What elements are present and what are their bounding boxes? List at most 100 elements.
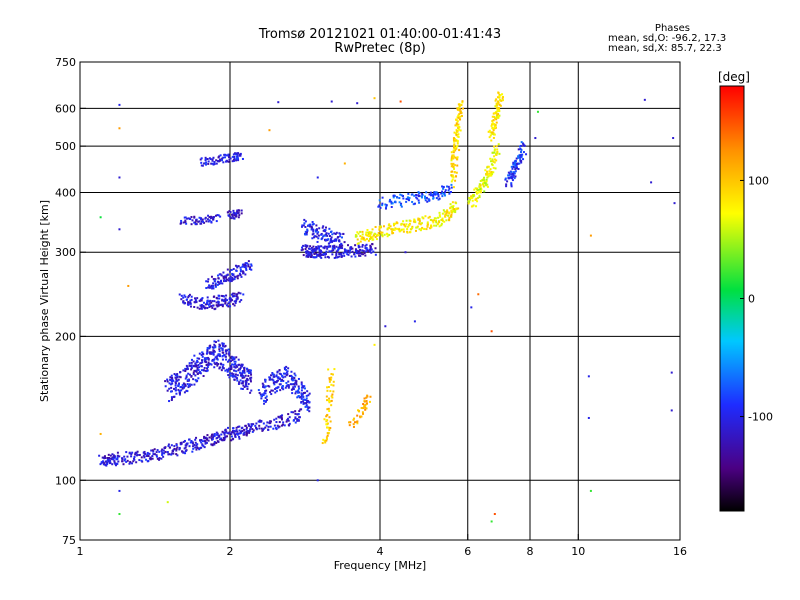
- echo-point: [192, 360, 195, 363]
- echo-point: [306, 390, 309, 393]
- echo-point: [365, 396, 368, 399]
- echo-point: [287, 380, 290, 383]
- echo-point: [213, 279, 216, 282]
- echo-point: [326, 386, 329, 389]
- echo-point: [340, 253, 343, 256]
- echo-point: [329, 230, 332, 233]
- echo-point: [181, 384, 184, 387]
- echo-point: [228, 156, 231, 159]
- echo-point: [501, 93, 504, 96]
- echo-point: [361, 230, 364, 233]
- echo-point: [235, 426, 238, 429]
- echo-point: [398, 230, 401, 233]
- echo-point: [196, 443, 199, 446]
- echo-point: [438, 225, 441, 228]
- echo-point: [234, 360, 237, 363]
- echo-point: [195, 436, 198, 439]
- echo-point: [173, 373, 176, 376]
- echo-point: [260, 427, 263, 430]
- echo-point: [318, 227, 321, 230]
- echo-point: [456, 145, 459, 148]
- echo-point: [378, 199, 381, 202]
- echo-point: [213, 340, 216, 343]
- echo-point: [221, 298, 224, 301]
- echo-point: [312, 232, 315, 235]
- echo-point: [306, 408, 309, 411]
- echo-point: [357, 409, 360, 412]
- echo-point: [277, 426, 280, 429]
- echo-point: [218, 350, 221, 353]
- echo-point: [332, 380, 335, 383]
- echo-point: [232, 158, 235, 161]
- echo-point: [249, 369, 252, 372]
- echo-point: [217, 353, 220, 356]
- echo-point: [230, 360, 233, 363]
- echo-point: [312, 245, 315, 248]
- echo-point: [126, 455, 129, 458]
- echo-point: [362, 412, 365, 415]
- echo-point: [333, 247, 336, 250]
- echo-point: [374, 247, 377, 250]
- echo-point: [221, 157, 224, 160]
- echo-point: [211, 287, 214, 290]
- echo-point: [248, 424, 251, 427]
- echo-point: [274, 391, 277, 394]
- echo-point: [338, 232, 341, 235]
- echo-point: [289, 383, 292, 386]
- echo-point: [306, 405, 309, 408]
- echo-point: [317, 245, 320, 248]
- echo-point: [227, 305, 230, 308]
- echo-point: [332, 249, 335, 252]
- echo-point: [303, 391, 306, 394]
- echo-point: [517, 148, 520, 151]
- echo-point: [228, 210, 231, 213]
- echo-point: [184, 221, 187, 224]
- echo-point: [431, 219, 434, 222]
- echo-point: [268, 376, 271, 379]
- echo-point: [458, 128, 461, 131]
- echo-point: [174, 389, 177, 392]
- echo-point: [494, 126, 497, 129]
- echo-point: [511, 167, 514, 170]
- echo-point: [152, 450, 155, 453]
- echo-point: [513, 172, 516, 175]
- echo-point: [335, 245, 338, 248]
- echo-point: [216, 283, 219, 286]
- echo-point: [355, 420, 358, 423]
- echo-point: [202, 301, 205, 304]
- echo-point: [403, 223, 406, 226]
- echo-point: [200, 439, 203, 442]
- phases-o-stats: mean, sd,O: -96.2, 17.3: [608, 33, 727, 44]
- echo-point: [132, 460, 135, 463]
- echo-point: [302, 224, 305, 227]
- echo-point: [321, 226, 324, 229]
- echo-point: [444, 194, 447, 197]
- echo-point: [211, 351, 214, 354]
- echo-point: [200, 217, 203, 220]
- echo-point: [468, 200, 471, 203]
- echo-point: [496, 109, 499, 112]
- echo-point: [350, 247, 353, 250]
- echo-point: [448, 216, 451, 219]
- echo-point: [333, 244, 336, 247]
- echo-point: [489, 157, 492, 160]
- echo-point: [282, 376, 285, 379]
- echo-point: [244, 273, 247, 276]
- echo-point: [316, 247, 319, 250]
- echo-point: [145, 454, 148, 457]
- echo-point: [103, 455, 106, 458]
- echo-point: [479, 179, 482, 182]
- echo-point: [205, 357, 208, 360]
- echo-point: [370, 231, 373, 234]
- echo-point: [432, 192, 435, 195]
- echo-point: [517, 168, 520, 171]
- echo-point: [416, 197, 419, 200]
- echo-point: [439, 215, 442, 218]
- echo-point: [203, 446, 206, 449]
- echo-point: [128, 452, 131, 455]
- echo-point: [198, 366, 201, 369]
- echo-point: [188, 301, 191, 304]
- echo-point: [101, 456, 104, 459]
- echo-point: [383, 233, 386, 236]
- echo-point: [200, 220, 203, 223]
